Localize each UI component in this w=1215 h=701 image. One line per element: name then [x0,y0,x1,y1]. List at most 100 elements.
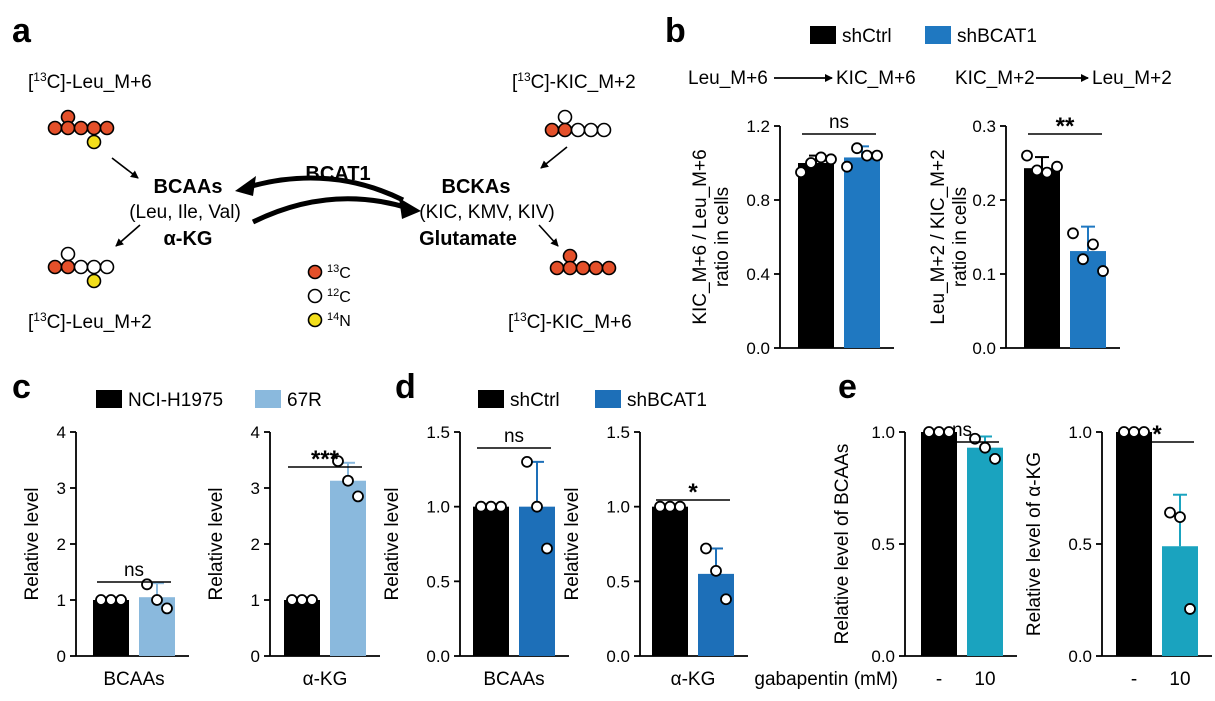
gabapentin-label: gabapentin (mM) [754,669,898,690]
atom-12c [88,261,101,274]
atom-14n [88,136,101,149]
y-axis-label: Relative level [562,488,583,601]
y-tick-label: 0 [251,647,260,666]
data-point [1022,151,1032,161]
y-tick-label: 0.0 [426,647,450,666]
y-tick-label: 0.0 [606,647,630,666]
legend-14n-text: 14N [327,311,351,330]
atom-12c [75,261,88,274]
legend-swatch-67r [255,390,281,408]
y-tick-label: 1.2 [746,117,770,136]
panel-label-c: c [12,368,31,406]
y-tick-label: 0.5 [871,535,895,554]
data-point [826,154,836,164]
legend-14n-dot [309,314,322,327]
y-axis-label: Relative level [22,488,43,601]
data-point [486,502,496,512]
significance-label: ** [1056,113,1075,140]
legend-label-shctrl: shCtrl [842,26,892,47]
y-axis-label: Relative level of BCAAs [832,444,853,645]
bar-shBCAT1 [1070,251,1106,348]
atom-14n [88,275,101,288]
y-tick-label: 2 [251,535,260,554]
y-tick-label: 0.5 [606,572,630,591]
y-tick-label: 0.0 [746,339,770,358]
atom-13c [546,124,559,137]
y-tick-label: 0.4 [746,265,770,284]
y-axis-label: ratio in cells [950,187,971,287]
bar-NCI-H1975 [93,600,129,656]
label-kic-m2: [13C]-KIC_M+2 [512,70,636,93]
bar-shCtrl [798,163,834,348]
data-point [96,595,106,605]
data-point [1042,168,1052,178]
atom-13c [88,122,101,135]
data-point [1175,512,1185,522]
label-leu-m2: [13C]-Leu_M+2 [28,310,152,333]
atom-13c [564,262,577,275]
bar-10 [1162,546,1198,656]
panel-b-titles: Leu_M+6 KIC_M+6 KIC_M+2 Leu_M+2 [688,68,1172,89]
data-point [852,143,862,153]
chart-d-right: 0.0 0.5 1.0 1.5 Relative level * α-KG [562,423,748,690]
panel-label-b: b [665,12,686,50]
y-tick-label: 0.5 [426,572,450,591]
data-point [665,502,675,512]
bar-shBCAT1 [698,574,734,656]
akg-label: α-KG [164,228,213,250]
legend-13c-text: 13C [327,263,351,282]
data-point [990,454,1000,464]
legend-label-shctrl-d: shCtrl [510,390,560,411]
legend-swatch-shbcat1-d [595,390,621,408]
bar-shCtrl [473,507,509,656]
figure-canvas: a b c d e [13C]-Leu_M+6 [13C]-KIC_M+2 [1… [0,0,1215,701]
legend-label-shbcat1-d: shBCAT1 [627,390,707,411]
y-tick-label: 0.5 [1068,535,1092,554]
bcaas-label: BCAAs [154,176,223,198]
chart-c-right: 0 1 2 3 4 Relative level *** α-KG [206,423,380,690]
legend-b: shCtrl shBCAT1 [810,26,1037,47]
y-tick-label: 0.0 [871,647,895,666]
panel-a-diagram: [13C]-Leu_M+6 [13C]-KIC_M+2 [13C]-Leu_M+… [28,70,636,333]
molecule-leu-m6 [49,111,114,149]
atom-12c [598,124,611,137]
legend-swatch-shctrl [810,26,836,44]
data-point [287,595,297,605]
bar-- [1116,432,1152,656]
legend-13c-dot [309,266,322,279]
data-point [307,595,317,605]
y-tick-label: 1.0 [1068,423,1092,442]
data-point [711,566,721,576]
atom-13c [564,250,577,263]
legend-12c-dot [309,290,322,303]
data-point [1088,239,1098,249]
arrowhead-lower [399,198,421,219]
legend-d: shCtrl shBCAT1 [478,390,707,411]
x-tick-label: - [936,669,942,690]
x-tick-label: 10 [974,669,995,690]
legend-swatch-shbcat1 [925,26,951,44]
bar-shBCAT1 [519,507,555,656]
y-tick-label: 2 [57,535,66,554]
atom-12c [572,124,585,137]
data-point [862,151,872,161]
data-point [1032,165,1042,175]
atom-13c [551,262,564,275]
significance-label: ns [504,426,524,447]
x-tick-label: - [1131,669,1137,690]
y-axis-label: Relative level [382,488,403,601]
data-point [934,427,944,437]
arc-lower [253,199,408,222]
atom-12c [559,111,572,124]
atom-13c [577,262,590,275]
b-left-title-from: Leu_M+6 [688,68,768,89]
y-tick-label: 4 [251,423,260,442]
data-point [297,595,307,605]
data-point [353,491,363,501]
y-tick-label: 0.0 [972,339,996,358]
atom-13c [62,122,75,135]
y-tick-label: 1 [251,591,260,610]
data-point [152,595,162,605]
label-leu-m6: [13C]-Leu_M+6 [28,70,152,93]
y-tick-label: 0.0 [1068,647,1092,666]
